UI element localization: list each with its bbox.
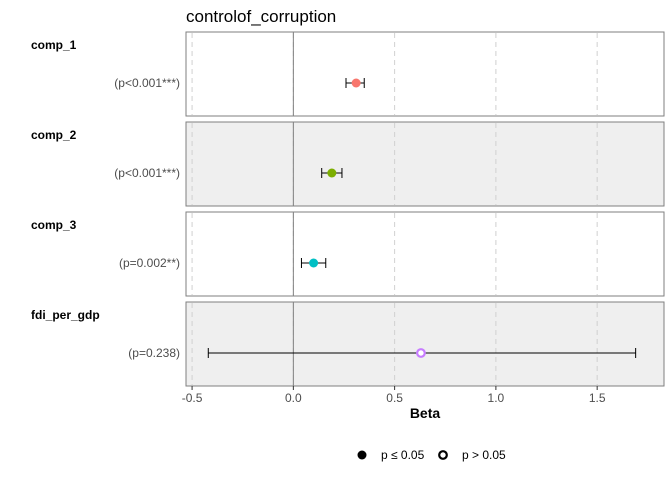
x-axis-title: Beta — [410, 405, 441, 421]
chart-title: controlof_corruption — [186, 7, 336, 26]
x-tick-label: -0.5 — [182, 391, 203, 405]
legend: p ≤ 0.05 p > 0.05 — [357, 448, 506, 462]
x-tick-label: 0.5 — [386, 391, 403, 405]
estimate-point — [351, 78, 361, 88]
legend-item: p > 0.05 — [438, 448, 506, 462]
x-tick-label: 1.0 — [488, 391, 505, 405]
variable-label: comp_1 — [31, 38, 77, 52]
panel-background — [185, 31, 665, 117]
x-axis: -0.5 0.0 0.5 1.0 1.5 — [182, 386, 606, 405]
panel-comp_2: comp_2 (p<0.001***) — [31, 121, 665, 207]
estimate-point — [416, 348, 426, 358]
p-value-label: (p=0.238) — [128, 346, 180, 360]
x-tick-label: 0.0 — [285, 391, 302, 405]
legend-open-marker — [438, 450, 448, 460]
panel-comp_1: comp_1 (p<0.001***) — [31, 31, 665, 117]
variable-label: fdi_per_gdp — [31, 308, 100, 322]
panels: comp_1(p<0.001***)comp_2(p<0.001***)comp… — [31, 31, 665, 387]
variable-label: comp_3 — [31, 218, 77, 232]
estimate-point — [309, 258, 319, 268]
panel-background — [185, 301, 665, 387]
panel-background — [185, 121, 665, 207]
variable-label: comp_2 — [31, 128, 77, 142]
panel-background — [185, 211, 665, 297]
x-tick-label: 1.5 — [589, 391, 606, 405]
estimate-point — [327, 168, 337, 178]
p-value-label: (p<0.001***) — [114, 76, 180, 90]
panel-comp_3: comp_3 (p=0.002**) — [31, 211, 665, 297]
p-value-label: (p=0.002**) — [119, 256, 180, 270]
legend-label: p ≤ 0.05 — [381, 448, 425, 462]
legend-label: p > 0.05 — [462, 448, 506, 462]
p-value-label: (p<0.001***) — [114, 166, 180, 180]
panel-fdi_per_gdp: fdi_per_gdp (p=0.238) — [31, 301, 665, 387]
legend-item: p ≤ 0.05 — [357, 448, 425, 462]
legend-filled-marker — [357, 450, 367, 460]
